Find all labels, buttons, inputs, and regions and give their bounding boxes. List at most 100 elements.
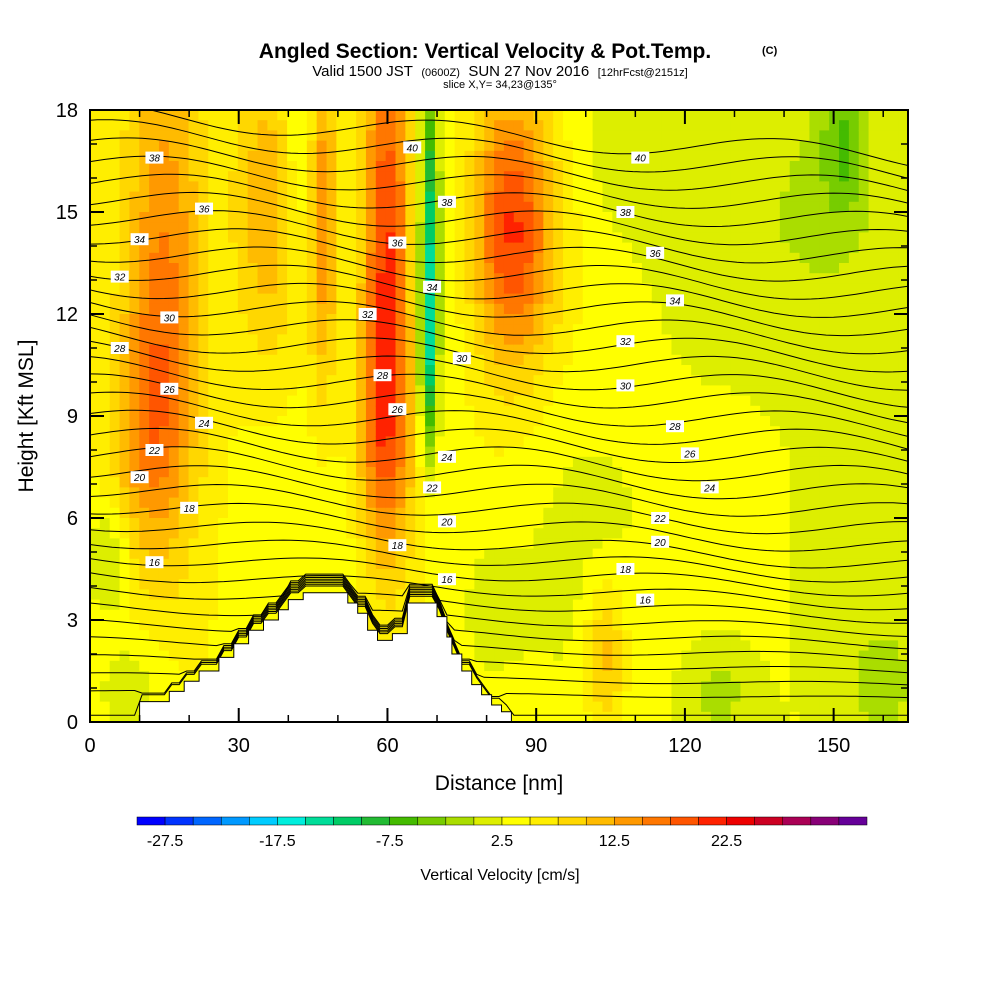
velocity-cell (287, 201, 298, 213)
velocity-cell (868, 314, 880, 325)
velocity-cell (848, 293, 860, 305)
velocity-cell (572, 579, 584, 591)
velocity-cell (661, 242, 673, 254)
velocity-cell (375, 303, 387, 315)
velocity-cell (405, 232, 416, 244)
velocity-cell (464, 222, 476, 234)
velocity-cell (681, 283, 692, 295)
velocity-cell (819, 558, 830, 570)
velocity-cell (346, 191, 357, 203)
velocity-cell (809, 191, 821, 203)
velocity-cell (543, 161, 554, 172)
velocity-cell (149, 252, 160, 264)
velocity-cell (671, 548, 683, 560)
velocity-cell (809, 426, 821, 438)
velocity-cell (878, 354, 889, 366)
velocity-cell (336, 558, 347, 570)
velocity-cell (109, 191, 121, 203)
velocity-cell (454, 456, 466, 468)
velocity-cell (267, 528, 278, 540)
velocity-cell (365, 191, 377, 203)
velocity-cell (701, 344, 712, 356)
velocity-cell (316, 558, 328, 570)
velocity-cell (878, 395, 889, 407)
velocity-cell (533, 640, 545, 652)
velocity-cell (227, 140, 239, 152)
velocity-cell (306, 558, 318, 570)
velocity-cell (247, 456, 259, 468)
velocity-cell (533, 385, 545, 397)
velocity-cell (779, 395, 791, 407)
velocity-cell (208, 140, 219, 152)
velocity-cell (109, 232, 121, 244)
velocity-cell (829, 150, 840, 162)
velocity-cell (523, 426, 535, 438)
velocity-cell (158, 558, 170, 570)
velocity-cell (425, 110, 436, 121)
velocity-cell (326, 150, 338, 162)
velocity-cell (434, 365, 446, 376)
velocity-cell (661, 314, 673, 325)
velocity-cell (612, 283, 623, 295)
velocity-cell (858, 293, 870, 305)
velocity-cell (592, 354, 604, 366)
velocity-cell (789, 589, 801, 601)
velocity-cell (799, 630, 811, 642)
velocity-cell (247, 599, 259, 611)
velocity-cell (789, 701, 801, 713)
velocity-cell (415, 426, 426, 438)
velocity-cell (494, 487, 505, 499)
velocity-cell (277, 273, 288, 285)
velocity-cell (760, 569, 771, 580)
velocity-cell (750, 681, 761, 693)
velocity-cell (710, 528, 722, 540)
velocity-cell (178, 426, 190, 438)
velocity-cell (218, 375, 229, 387)
velocity-cell (178, 640, 190, 652)
velocity-cell (494, 242, 505, 254)
velocity-cell (484, 456, 495, 468)
velocity-cell (90, 191, 101, 203)
velocity-cell (503, 569, 515, 580)
velocity-cell (168, 344, 180, 356)
velocity-cell (513, 467, 525, 478)
velocity-cell (720, 711, 732, 722)
velocity-cell (809, 548, 821, 560)
velocity-cell (168, 477, 180, 489)
velocity-cell (681, 222, 692, 234)
velocity-cell (651, 446, 663, 458)
velocity-cell (109, 711, 121, 722)
velocity-cell (346, 436, 357, 448)
velocity-cell (434, 375, 446, 387)
velocity-cell (385, 110, 397, 121)
velocity-cell (237, 232, 249, 244)
velocity-cell (336, 426, 347, 438)
velocity-cell (681, 558, 692, 570)
velocity-cell (898, 701, 908, 713)
velocity-cell (198, 518, 209, 529)
velocity-cell (858, 171, 870, 183)
velocity-cell (582, 110, 594, 121)
velocity-cell (464, 528, 476, 540)
velocity-cell (503, 579, 515, 591)
velocity-cell (888, 232, 899, 244)
velocity-cell (316, 497, 328, 509)
velocity-cell (218, 385, 229, 397)
velocity-cell (572, 456, 584, 468)
velocity-cell (622, 171, 633, 183)
velocity-cell (444, 436, 456, 448)
velocity-cell (651, 426, 663, 438)
velocity-cell (770, 640, 781, 652)
velocity-cell (395, 303, 407, 315)
velocity-cell (770, 609, 781, 621)
velocity-cell (474, 344, 485, 356)
velocity-cell (858, 140, 870, 152)
velocity-cell (691, 650, 702, 662)
velocity-cell (701, 232, 712, 244)
velocity-cell (888, 436, 899, 448)
velocity-cell (267, 446, 278, 458)
velocity-cell (287, 314, 298, 325)
velocity-cell (543, 120, 554, 132)
velocity-cell (365, 426, 377, 438)
velocity-cell (868, 130, 880, 142)
